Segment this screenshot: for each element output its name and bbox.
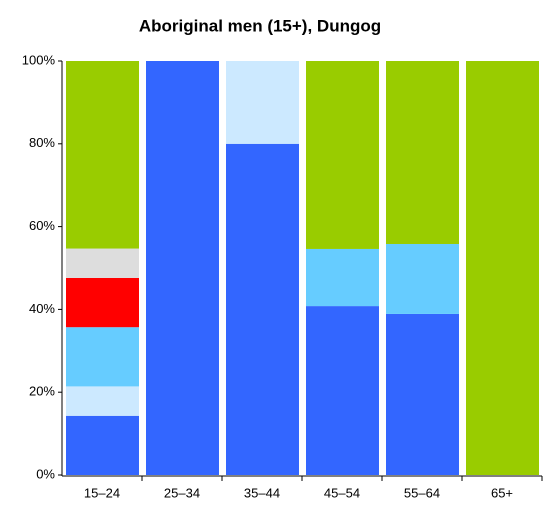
chart-title: Aboriginal men (15+), Dungog	[139, 16, 381, 35]
bar-segment	[386, 313, 459, 475]
bar-segment	[66, 277, 139, 328]
bar-segment	[226, 143, 299, 476]
x-tick-label: 45–54	[324, 485, 360, 500]
x-tick-label: 35–44	[244, 485, 280, 500]
y-tick-label: 80%	[29, 135, 55, 150]
x-tick-label: 25–34	[164, 485, 200, 500]
x-tick-label: 15–24	[84, 485, 120, 500]
bar-segment	[66, 415, 139, 475]
y-tick-label: 0%	[36, 466, 55, 481]
y-tick-label: 40%	[29, 301, 55, 316]
x-tick-label: 55–64	[404, 485, 440, 500]
bar-segment	[66, 61, 139, 249]
bar-segment	[146, 61, 219, 475]
bar-segment	[66, 327, 139, 387]
y-tick-label: 60%	[29, 218, 55, 233]
bar-segment	[306, 248, 379, 307]
bar-segment	[386, 61, 459, 244]
y-tick-label: 100%	[22, 52, 56, 67]
bar-segment	[466, 61, 539, 475]
bar-segment	[306, 306, 379, 475]
y-tick-label: 20%	[29, 384, 55, 399]
x-tick-label: 65+	[491, 485, 513, 500]
bar-segment	[226, 61, 299, 144]
bar-segment	[386, 243, 459, 314]
bar-segment	[66, 386, 139, 416]
bar-segment	[306, 61, 379, 249]
bar-segment	[66, 248, 139, 278]
